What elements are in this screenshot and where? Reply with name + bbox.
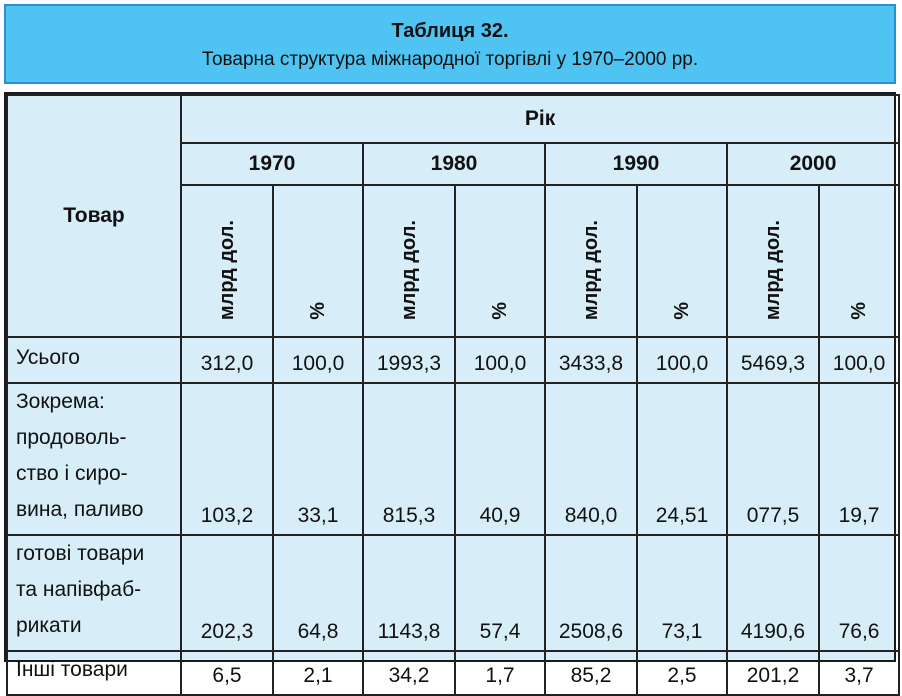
cell-percent: 100,0 (272, 336, 364, 384)
cell-percent: 100,0 (454, 336, 546, 384)
cell-value: 1143,8 (362, 534, 456, 652)
cell-percent: 40,9 (454, 382, 546, 536)
cell-value: 840,0 (544, 382, 638, 536)
row-label: готові товари та напівфаб- рикати (6, 534, 182, 652)
table-number: Таблиця 32. (391, 20, 509, 42)
cell-value: 2508,6 (544, 534, 638, 652)
cell-percent: 100,0 (636, 336, 728, 384)
unit-header-value: млрд дол. (544, 184, 638, 338)
unit-header-value: млрд дол. (180, 184, 274, 338)
trade-structure-table-container: Товар Рік 1970 1980 1990 2000 млрд дол. … (4, 92, 901, 696)
unit-header-percent: % (817, 184, 901, 338)
cell-value: 6,5 (180, 650, 274, 696)
cell-percent: 2,1 (272, 650, 364, 696)
year-header-1980: 1980 (362, 142, 546, 186)
cell-value: 4190,6 (726, 534, 820, 652)
cell-value: 34,2 (362, 650, 456, 696)
cell-value: 202,3 (180, 534, 274, 652)
unit-header-percent: % (272, 184, 364, 338)
year-header-1970: 1970 (180, 142, 364, 186)
trade-structure-table: Товар Рік 1970 1980 1990 2000 млрд дол. … (6, 94, 901, 696)
cell-value: 5469,3 (726, 336, 820, 384)
row-header: Товар (63, 204, 125, 227)
cell-value: 312,0 (180, 336, 274, 384)
cell-percent: 19,7 (817, 382, 901, 536)
unit-header-value: млрд дол. (362, 184, 456, 338)
table-caption: Товарна структура міжнародної торгівлі у… (201, 49, 699, 70)
table-row: Зокрема: продоволь- ство і сиро- вина, п… (6, 382, 901, 536)
row-label: Зокрема: продоволь- ство і сиро- вина, п… (6, 382, 182, 536)
row-label: Усього (6, 336, 182, 384)
cell-percent: 57,4 (454, 534, 546, 652)
cell-value: 815,3 (362, 382, 456, 536)
row-header-cell: Товар (6, 94, 182, 338)
year-group-header: Рік (179, 94, 901, 144)
table-title-banner: Таблиця 32. Товарна структура міжнародно… (4, 4, 896, 84)
cell-percent: 33,1 (272, 382, 364, 536)
cell-value: 103,2 (180, 382, 274, 536)
cell-value: 077,5 (726, 382, 820, 536)
cell-percent: 2,5 (636, 650, 728, 696)
unit-header-percent: % (454, 184, 546, 338)
year-header-2000: 2000 (725, 142, 901, 186)
cell-percent: 100,0 (817, 336, 901, 384)
cell-value: 201,2 (726, 650, 820, 696)
cell-value: 85,2 (544, 650, 638, 696)
cell-percent: 76,6 (817, 534, 901, 652)
table-row: Інші товари 6,5 2,1 34,2 1,7 85,2 2,5 20… (6, 650, 901, 696)
table-row: Усього 312,0 100,0 1993,3 100,0 3433,8 1… (6, 336, 901, 384)
cell-value: 3433,8 (544, 336, 638, 384)
cell-percent: 3,7 (817, 650, 901, 696)
year-header-1990: 1990 (544, 142, 728, 186)
cell-percent: 24,51 (636, 382, 728, 536)
cell-value: 1993,3 (362, 336, 456, 384)
table-row: готові товари та напівфаб- рикати 202,3 … (6, 534, 901, 652)
cell-percent: 64,8 (272, 534, 364, 652)
row-label: Інші товари (6, 650, 182, 696)
cell-percent: 73,1 (636, 534, 728, 652)
cell-percent: 1,7 (454, 650, 546, 696)
unit-header-percent: % (636, 184, 728, 338)
unit-header-value: млрд дол. (726, 184, 820, 338)
